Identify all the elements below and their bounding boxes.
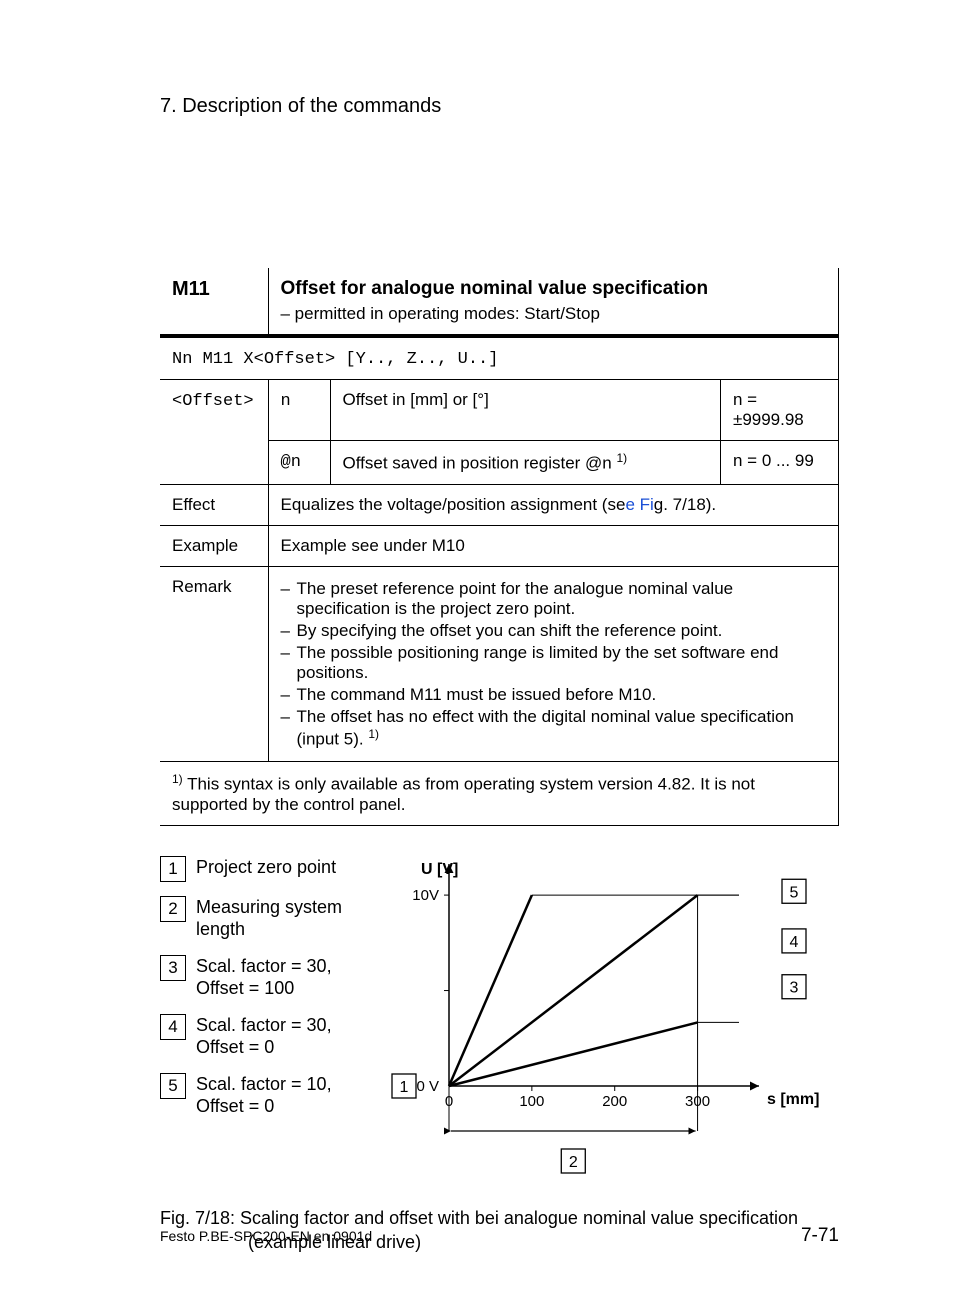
legend-text: Scal. factor = 10, Offset = 0 xyxy=(196,1073,379,1118)
param-range-0: n = ±9999.98 xyxy=(733,390,804,429)
svg-text:2: 2 xyxy=(569,1154,578,1171)
legend-num: 3 xyxy=(160,955,186,981)
footnote-text: This syntax is only available as from op… xyxy=(172,775,755,814)
param-desc-1-sup: 1) xyxy=(616,451,627,465)
param-sym-0: n xyxy=(281,392,291,411)
param-desc-0: Offset in [mm] or [°] xyxy=(343,390,489,409)
svg-text:100: 100 xyxy=(519,1093,544,1110)
effect-text-b: g. 7/18). xyxy=(654,495,716,514)
legend-num: 4 xyxy=(160,1014,186,1040)
remark-label: Remark xyxy=(172,577,232,596)
footnote-sup: 1) xyxy=(172,772,183,786)
svg-text:200: 200 xyxy=(602,1093,627,1110)
param-desc-1: Offset saved in position register @n xyxy=(343,454,617,473)
param-name: <Offset> xyxy=(172,392,254,411)
remark-item: The preset reference point for the analo… xyxy=(297,579,827,619)
legend-num: 5 xyxy=(160,1073,186,1099)
scaling-chart: U [V]s [mm]10V0 V010020030012543 xyxy=(379,856,839,1176)
example-text: Example see under M10 xyxy=(281,536,465,555)
cmd-title: Offset for analogue nominal value specif… xyxy=(281,278,709,299)
legend-text: Project zero point xyxy=(196,856,336,879)
svg-text:U [V]: U [V] xyxy=(421,861,458,878)
command-table: M11 Offset for analogue nominal value sp… xyxy=(160,268,839,826)
example-label: Example xyxy=(172,536,238,555)
legend-num: 1 xyxy=(160,856,186,882)
figure-legend: 1 Project zero point 2 Measuring system le… xyxy=(160,856,379,1132)
remark-list: The preset reference point for the analo… xyxy=(281,579,827,750)
effect-link[interactable]: e Fi xyxy=(625,495,653,514)
svg-text:4: 4 xyxy=(790,934,799,951)
cmd-id: M11 xyxy=(172,278,210,300)
cmd-subtitle: – permitted in operating modes: Start/St… xyxy=(281,304,827,324)
chapter-title: 7. Description of the commands xyxy=(160,95,839,118)
legend-num: 2 xyxy=(160,896,186,922)
svg-text:3: 3 xyxy=(790,980,799,997)
legend-text: Scal. factor = 30, Offset = 100 xyxy=(196,955,379,1000)
effect-text-a: Equalizes the voltage/position assignmen… xyxy=(281,495,626,514)
footer-pagenum: 7-71 xyxy=(801,1225,839,1247)
effect-label: Effect xyxy=(172,495,215,514)
legend-text: Scal. factor = 30, Offset = 0 xyxy=(196,1014,379,1059)
svg-text:s [mm]: s [mm] xyxy=(767,1091,819,1108)
remark-item: By specifying the offset you can shift t… xyxy=(297,621,827,641)
footer-docid: Festo P.BE-SPC200-EN en 0901d xyxy=(160,1228,372,1244)
svg-text:1: 1 xyxy=(400,1079,409,1096)
svg-text:0 V: 0 V xyxy=(416,1078,439,1095)
legend-text: Measuring system length xyxy=(196,896,379,941)
svg-text:10V: 10V xyxy=(412,887,439,904)
remark-item: The possible positioning range is limite… xyxy=(297,643,827,683)
svg-text:5: 5 xyxy=(790,884,799,901)
param-sym-1: @n xyxy=(281,453,301,472)
param-range-1: n = 0 ... 99 xyxy=(733,451,814,470)
remark-item: The command M11 must be issued before M1… xyxy=(297,685,827,705)
syntax-line: Nn M11 X<Offset> [Y.., Z.., U..] xyxy=(172,350,498,369)
remark-item: The offset has no effect with the digita… xyxy=(297,707,827,750)
